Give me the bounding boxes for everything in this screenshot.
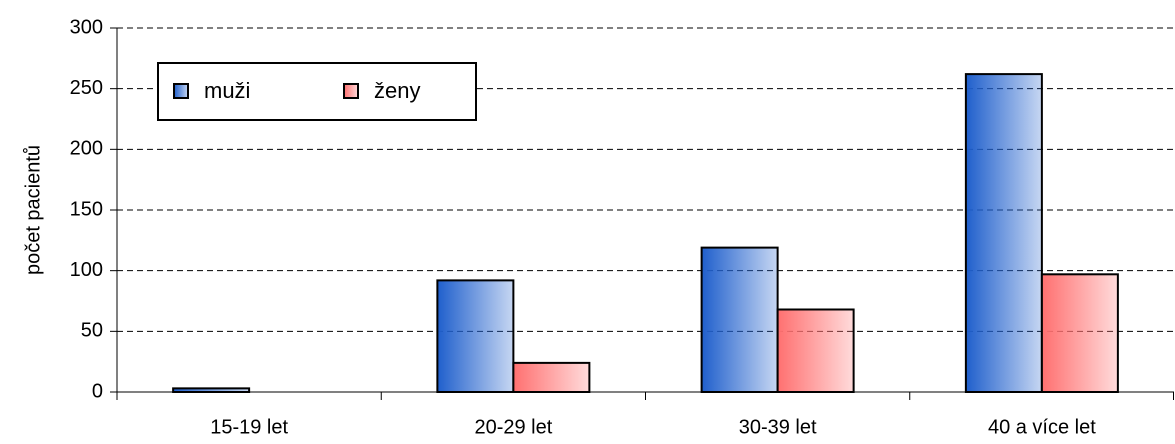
y-tick-label: 250 <box>70 77 103 99</box>
y-tick-label: 100 <box>70 259 103 281</box>
y-tick-label: 200 <box>70 138 103 160</box>
x-tick-label: 15-19 let <box>210 416 288 438</box>
legend-swatch <box>173 83 189 99</box>
legend-box <box>157 62 477 121</box>
bar <box>1040 273 1119 394</box>
bar <box>700 246 779 393</box>
x-tick-label: 30-39 let <box>739 416 817 438</box>
legend-label: muži <box>204 78 250 103</box>
x-tick-label: 20-29 let <box>474 416 552 438</box>
legend-swatch <box>343 83 359 99</box>
x-tick-label: 40 a více let <box>988 416 1096 438</box>
bar <box>172 387 251 393</box>
bar <box>436 279 515 393</box>
bar <box>512 361 591 394</box>
y-tick-label: 0 <box>92 380 103 402</box>
bar <box>964 73 1043 394</box>
y-tick-label: 50 <box>81 320 103 342</box>
legend-label: ženy <box>374 78 420 103</box>
y-tick-label: 150 <box>70 198 103 220</box>
y-axis-label: počet pacientů <box>22 145 44 275</box>
bar <box>776 308 855 394</box>
y-tick-label: 300 <box>70 16 103 38</box>
